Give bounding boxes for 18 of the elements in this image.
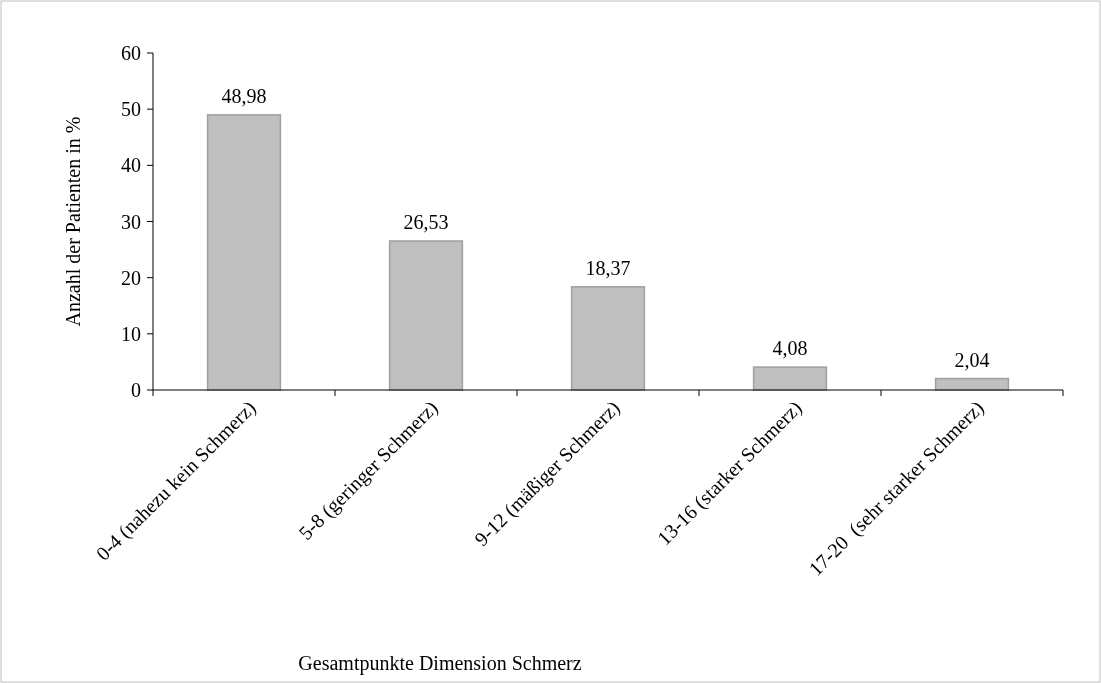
bar [570, 286, 646, 391]
y-axis-title: Anzahl der Patienten in % [62, 116, 84, 327]
y-tick-label: 30 [121, 210, 141, 233]
bar [388, 240, 464, 391]
y-tick-label: 50 [121, 98, 141, 121]
y-tick-label: 40 [121, 154, 141, 177]
bar [752, 366, 828, 391]
x-axis-title: Gesamtpunkte Dimension Schmerz [298, 652, 582, 675]
y-tick-label: 20 [121, 266, 141, 289]
data-label: 48,98 [221, 84, 267, 107]
data-label: 18,37 [585, 256, 631, 279]
y-tick-label: 60 [121, 42, 141, 64]
data-label: 2,04 [954, 348, 990, 371]
y-tick-label: 0 [131, 379, 141, 401]
data-label: 4,08 [772, 337, 808, 360]
y-tick-label: 10 [121, 322, 141, 345]
data-label: 26,53 [403, 210, 449, 233]
bar [206, 114, 282, 391]
